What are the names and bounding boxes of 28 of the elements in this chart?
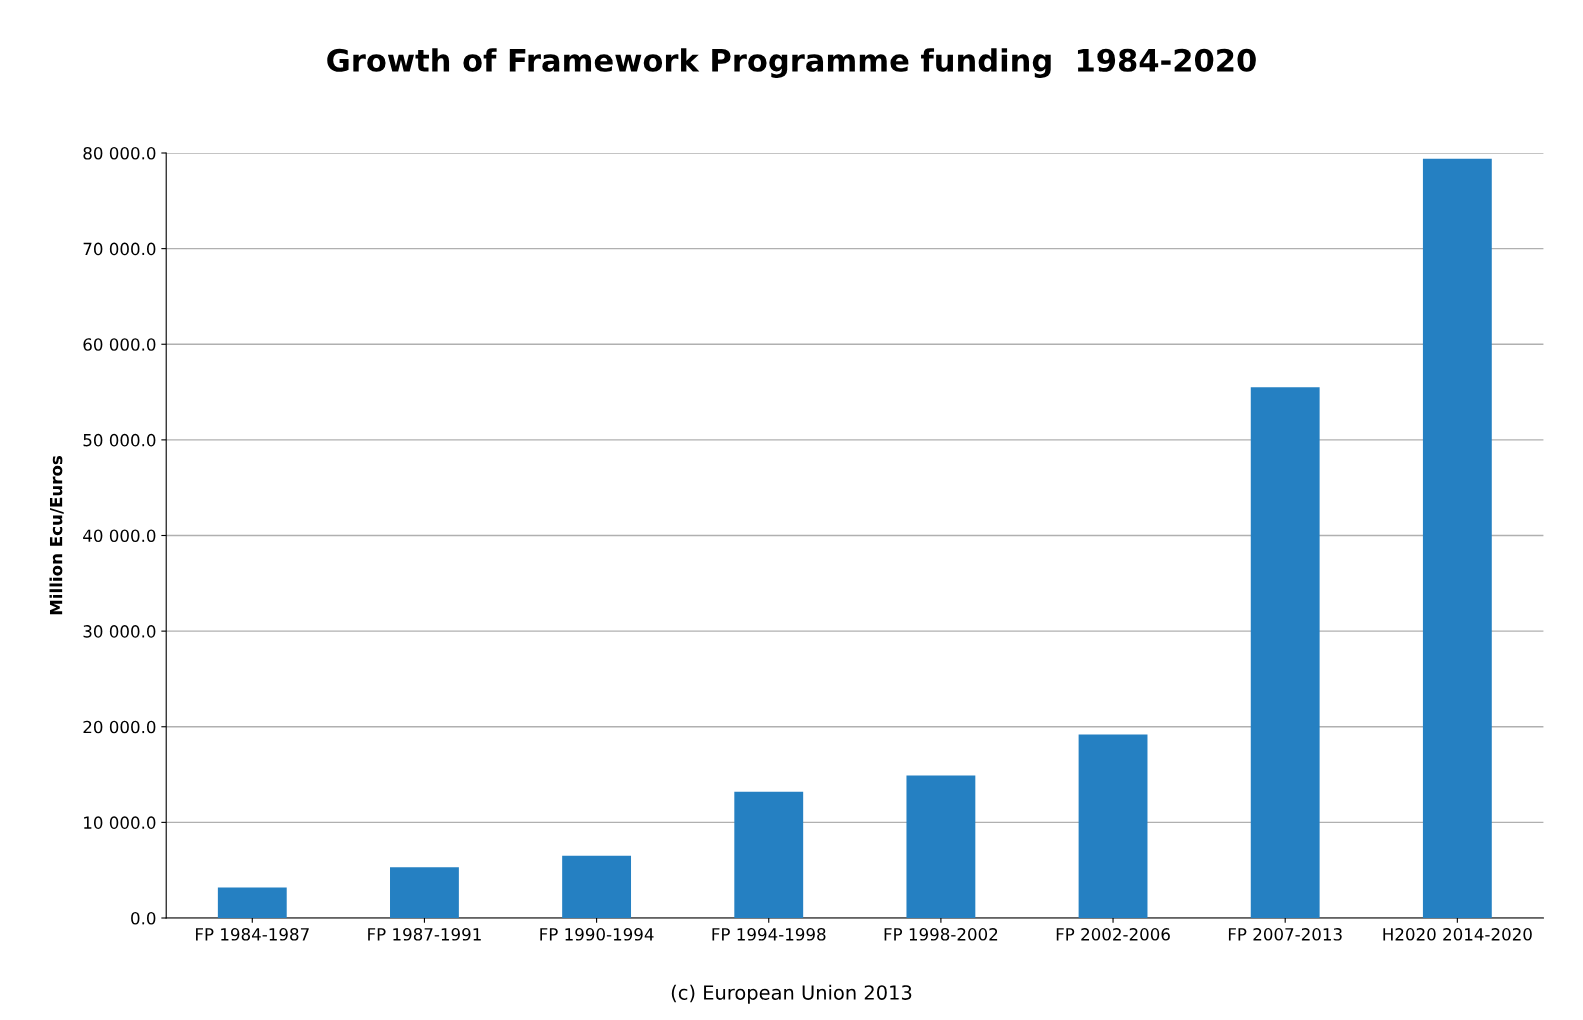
x-tick-label: FP 1994-1998: [712, 928, 826, 941]
bar: [1250, 387, 1320, 918]
y-tick-label: 20 000.0: [83, 720, 156, 734]
bar: [1422, 158, 1492, 918]
text: (c) European Union 2013: [671, 984, 912, 1004]
y-tick-label: 80 000.0: [83, 146, 156, 160]
y-tick-label: 10 000.0: [84, 816, 156, 829]
y-tick-label: 30 000.0: [83, 625, 156, 638]
y-tick-label: 50 000.0: [83, 433, 156, 447]
x-tick-label: FP 1998-2002: [884, 928, 998, 941]
x-tick-label: FP 1987-1991: [368, 928, 481, 941]
y-tick-label: 40 000.0: [83, 529, 156, 543]
x-tick-label: FP 2007-2013: [1228, 928, 1342, 941]
chart-title: Growth of Framework Programme funding 1984-2020: [327, 48, 1256, 78]
y-tick-label: 60 000.0: [83, 338, 156, 351]
bar: [734, 791, 804, 918]
y-tick-label: 0.0: [131, 911, 156, 925]
bar: [906, 775, 976, 918]
x-tick-label: FP 2002-2006: [1056, 928, 1170, 941]
x-tick-label: FP 1984-1987: [196, 928, 309, 941]
y-axis-title: Million Ecu/Euros: [49, 455, 64, 615]
bar: [1078, 734, 1148, 918]
bar: [217, 887, 287, 918]
y-tick-label: 70 000.0: [83, 242, 156, 256]
x-tick-label: H2020 2014-2020: [1383, 928, 1532, 941]
x-tick-label: FP 1990-1994: [540, 928, 654, 941]
bar: [390, 867, 459, 918]
bar: [562, 855, 632, 918]
